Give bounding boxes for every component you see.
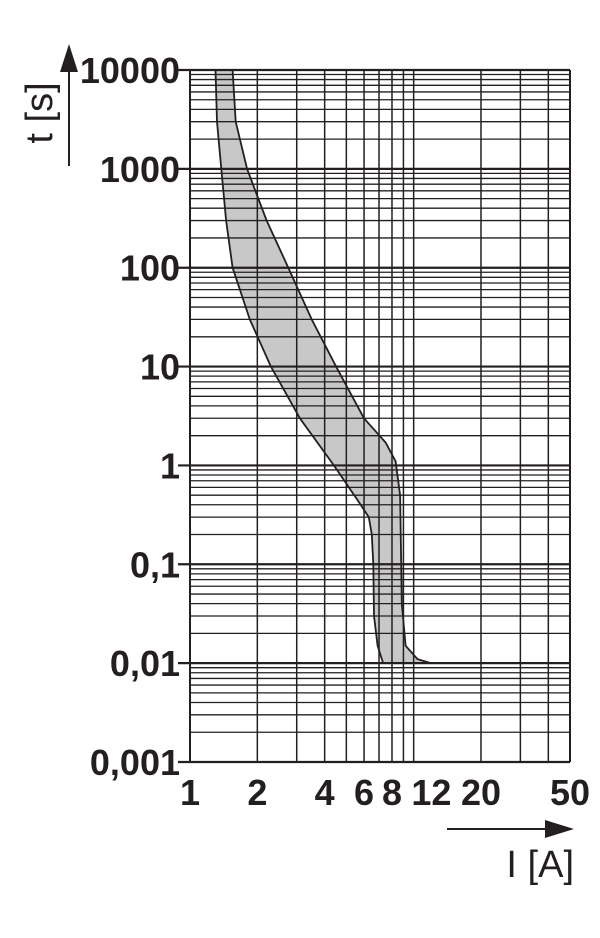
y-tick-label: 0,001 [90, 742, 180, 783]
y-tick-label: 1000 [100, 149, 180, 190]
x-tick-label: 12 [411, 772, 451, 813]
x-axis-arrowhead-icon [545, 820, 574, 838]
grid-layer [178, 68, 571, 764]
y-tick-label: 0,01 [110, 643, 180, 684]
x-tick-label: 8 [382, 772, 402, 813]
y-axis-label: t [s] [19, 82, 61, 143]
x-tick-label: 2 [247, 772, 267, 813]
y-tick-label: 0,1 [130, 544, 180, 585]
x-tick-label: 1 [180, 772, 200, 813]
x-tick-label: 4 [315, 772, 335, 813]
x-tick-label: 6 [354, 772, 374, 813]
x-tick-label: 50 [550, 772, 590, 813]
y-tick-label: 100 [120, 248, 180, 289]
y-tick-label: 10 [140, 347, 180, 388]
curve-layer [214, 69, 431, 665]
upper-bound-curve [231, 69, 431, 664]
y-tick-label: 10000 [80, 50, 180, 91]
y-tick-label: 1 [160, 445, 180, 486]
x-tick-label: 20 [461, 772, 501, 813]
y-axis-arrowhead-icon [60, 44, 78, 72]
x-axis-label: I [A] [506, 844, 574, 886]
lower-bound-curve [214, 69, 384, 664]
